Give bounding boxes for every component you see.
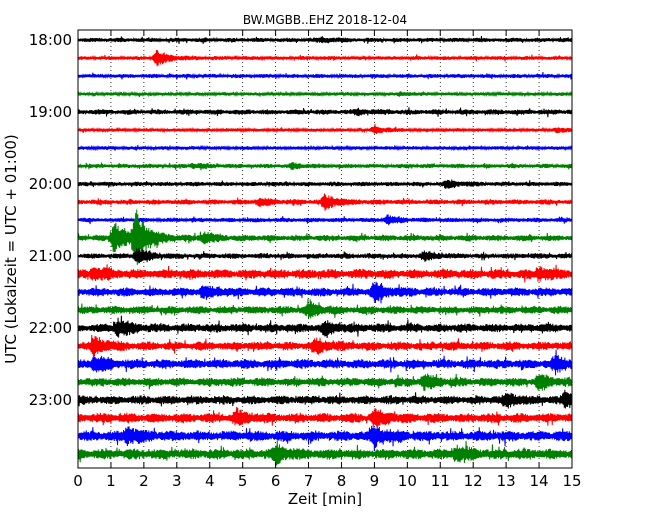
trace-line [77,72,573,80]
trace-line [77,144,573,152]
x-tick-label: 6 [271,472,281,490]
y-tick-label: 20:00 [29,175,72,193]
y-tick-label: 23:00 [29,391,72,409]
trace-line [77,334,573,357]
y-axis-title: UTC (Lokalzeit = UTC + 01:00) [2,134,20,364]
x-tick-label: 9 [370,472,380,490]
trace-line [77,162,573,171]
x-tick-label: 14 [530,472,549,490]
trace-line [77,50,573,67]
trace-line [77,281,573,304]
trace-line [77,209,573,265]
x-tick-label: 1 [106,472,116,490]
trace-line [77,36,573,44]
trace-line [77,407,573,428]
x-tick-label: 7 [304,472,314,490]
y-tick-label: 22:00 [29,319,72,337]
x-tick-label: 15 [562,472,581,490]
chart-title: BW.MGBB..EHZ 2018-12-04 [243,13,407,27]
plot-frame [77,29,573,469]
x-tick-label: 2 [139,472,149,490]
x-tick-label: 13 [497,472,516,490]
y-tick-label: 19:00 [29,103,72,121]
trace-line [77,123,573,135]
x-tick-label: 8 [337,472,347,490]
trace-line [77,440,573,466]
y-tick-label: 21:00 [29,247,72,265]
trace-line [77,179,573,189]
x-tick-label: 3 [172,472,182,490]
trace-line [77,214,573,226]
trace-line [77,373,573,392]
trace-line [77,298,573,319]
x-tick-label: 11 [431,472,450,490]
trace-line [77,107,573,118]
trace-line [77,389,573,409]
trace-line [77,264,573,283]
trace-layer [77,36,573,466]
tick-layer: 0 1 2 3 4 5 6 7 8 9 10 11 12 13 14 1518:0019:0020:0021:… [29,30,582,490]
x-tick-label: 0 [73,472,83,490]
trace-line [77,248,573,264]
trace-line [77,90,573,98]
trace-line [77,349,573,376]
x-tick-label: 10 [398,472,417,490]
y-tick-label: 18:00 [29,31,72,49]
trace-line [77,193,573,211]
x-tick-label: 12 [464,472,483,490]
x-tick-label: 4 [205,472,215,490]
trace-line [77,425,573,452]
x-tick-label: 5 [238,472,248,490]
x-axis-title: Zeit [min] [288,490,362,508]
trace-line [77,315,573,339]
